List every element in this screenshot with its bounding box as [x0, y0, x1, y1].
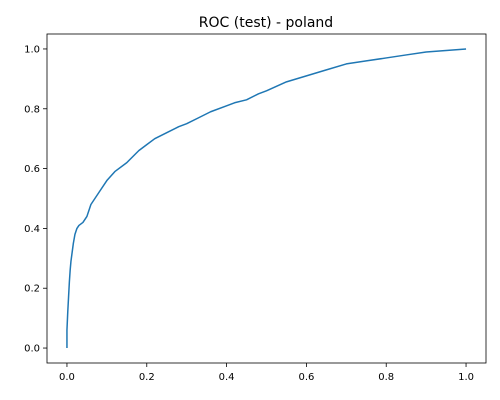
y-tick-label: 0.6 [24, 164, 40, 175]
y-tick-label: 0.8 [24, 104, 40, 115]
x-tick-label: 0.2 [139, 372, 155, 383]
x-tick-label: 0.0 [59, 372, 75, 383]
x-tick-label: 0.6 [298, 372, 314, 383]
y-axis: 0.0 0.2 0.4 0.6 0.8 1.0 [24, 44, 47, 355]
y-tick-label: 1.0 [24, 44, 40, 55]
x-tick-label: 1.0 [458, 372, 474, 383]
x-tick-label: 0.4 [219, 372, 235, 383]
x-axis: 0.0 0.2 0.4 0.6 0.8 1.0 [59, 363, 474, 383]
plot-frame [46, 33, 487, 364]
plot-area [66, 48, 467, 349]
chart-title: ROC (test) - poland [199, 15, 333, 31]
roc-curve-line [66, 48, 467, 349]
y-tick-label: 0.4 [24, 224, 40, 235]
y-tick-label: 0.2 [24, 284, 40, 295]
y-tick-label: 0.0 [24, 344, 40, 355]
x-tick-label: 0.8 [378, 372, 394, 383]
